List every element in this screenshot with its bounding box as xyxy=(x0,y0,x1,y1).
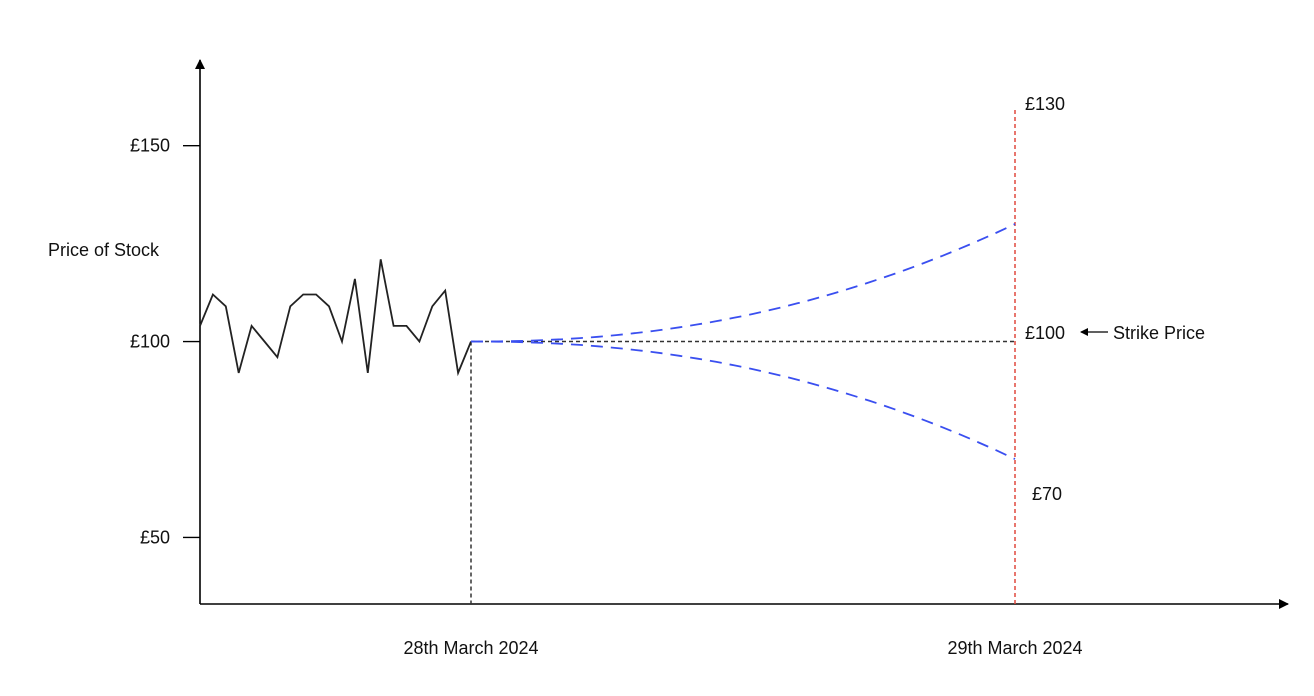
projected-upper-curve xyxy=(471,223,1016,343)
y-tick-label: £100 xyxy=(130,332,170,352)
x-tick-label: 28th March 2024 xyxy=(403,638,538,658)
y-tick-label: £50 xyxy=(140,527,170,547)
y-ticks: £150 £100 £50 xyxy=(130,136,200,547)
series xyxy=(199,223,1016,460)
y-tick-label: £150 xyxy=(130,136,170,156)
x-tick-label: 29th March 2024 xyxy=(947,638,1082,658)
y-axis-label: Price of Stock xyxy=(48,240,160,260)
annotation-130: £130 xyxy=(1025,94,1065,114)
annotation-100: £100 xyxy=(1025,323,1065,343)
reference-lines xyxy=(470,110,1016,604)
historical-price-line xyxy=(199,259,472,377)
annotation-70: £70 xyxy=(1032,484,1062,504)
projected-lower-curve xyxy=(470,340,1016,460)
axes xyxy=(195,59,1289,609)
x-ticks: 28th March 2024 29th March 2024 xyxy=(403,638,1082,658)
strike-price-label: Strike Price xyxy=(1113,323,1205,343)
